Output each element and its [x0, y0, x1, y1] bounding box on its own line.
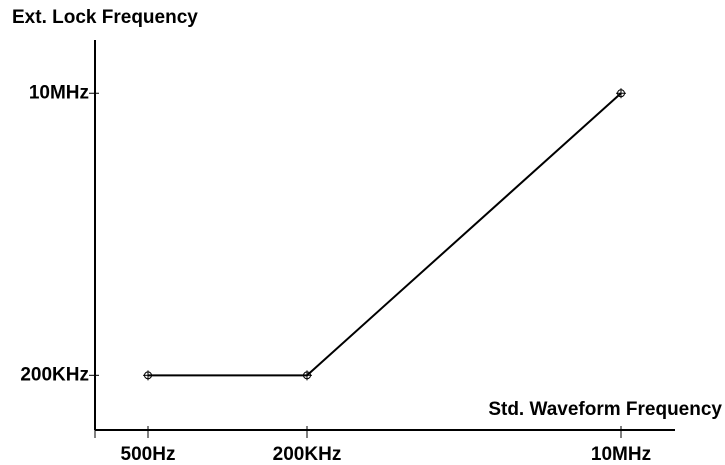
marker [302, 370, 312, 381]
x-tick-label: 10MHz [591, 444, 651, 465]
line [148, 92, 622, 377]
x-tick-label: 500Hz [121, 444, 176, 465]
x-axis-title: Std. Waveform Frequency [488, 399, 722, 420]
x-tick-label: 200KHz [273, 444, 342, 465]
y-tick-label: 10MHz [29, 82, 89, 103]
y-tick-label: 200KHz [20, 364, 89, 385]
marker [616, 88, 626, 99]
marker [143, 370, 153, 381]
y-axis-title: Ext. Lock Frequency [12, 7, 198, 28]
